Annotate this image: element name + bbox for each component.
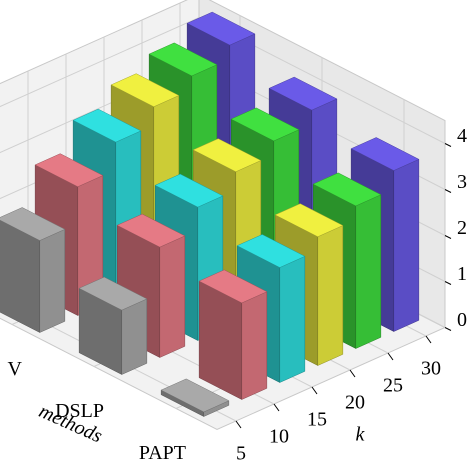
bar-front-face xyxy=(121,298,148,375)
bar xyxy=(160,378,230,417)
method-tick-label: V xyxy=(8,358,23,380)
z-tick-label: 0 xyxy=(457,309,467,331)
bar-top-face xyxy=(350,137,420,171)
z-tick-label: 3 xyxy=(457,171,467,193)
bar-front-face xyxy=(39,228,66,333)
y-axis-label: k xyxy=(356,424,366,446)
bar-top-face xyxy=(72,108,142,143)
z-tick xyxy=(444,143,452,147)
bar-top-face xyxy=(192,138,262,173)
z-tick xyxy=(444,281,452,285)
z-tick xyxy=(444,189,452,193)
k-tick xyxy=(349,369,356,378)
k-tick xyxy=(311,386,318,395)
bar-top-face xyxy=(78,276,148,311)
bar-top-face xyxy=(198,269,268,304)
k-tick-label: 25 xyxy=(383,375,403,397)
k-tick-label: 10 xyxy=(269,426,289,448)
bar-top-face xyxy=(0,207,66,241)
k-tick xyxy=(235,420,242,429)
k-tick-label: 5 xyxy=(236,443,246,465)
method-tick-label: PAPT xyxy=(139,442,186,464)
bar-front-face xyxy=(159,235,186,358)
k-tick xyxy=(273,403,280,412)
bar-front-face xyxy=(241,291,268,400)
bar-top-face xyxy=(148,42,218,77)
method-tick-label: DSLP xyxy=(55,400,104,422)
bar-top-face xyxy=(34,153,104,188)
bar-front-face xyxy=(317,225,344,366)
bar-front-face xyxy=(393,158,420,332)
bar-top-face xyxy=(274,203,344,238)
bar xyxy=(198,269,268,400)
bar-top-face xyxy=(268,76,338,111)
k-tick xyxy=(387,352,394,361)
k-tick-label: 30 xyxy=(421,358,441,380)
bar-top-face xyxy=(116,213,186,248)
bar-top-face xyxy=(236,234,306,268)
bar-front-face xyxy=(279,255,306,383)
z-tick xyxy=(444,235,452,239)
z-tick-label: 4 xyxy=(457,125,467,147)
k-tick-label: 20 xyxy=(345,392,365,414)
z-tick-label: 1 xyxy=(457,263,467,285)
bar-top-face xyxy=(160,378,230,413)
bar xyxy=(78,276,148,375)
z-tick xyxy=(444,327,452,331)
bar-top-face xyxy=(186,11,256,46)
bar-front-face xyxy=(355,194,382,349)
k-tick-label: 15 xyxy=(307,409,327,431)
bar-top-face xyxy=(154,173,224,208)
k-tick xyxy=(425,335,432,344)
grid-line xyxy=(0,16,446,144)
bar-top-face xyxy=(110,73,180,108)
z-tick-label: 2 xyxy=(457,217,467,239)
bar-top-face xyxy=(230,107,300,142)
bar-top-face xyxy=(312,172,382,207)
bar xyxy=(0,207,66,333)
